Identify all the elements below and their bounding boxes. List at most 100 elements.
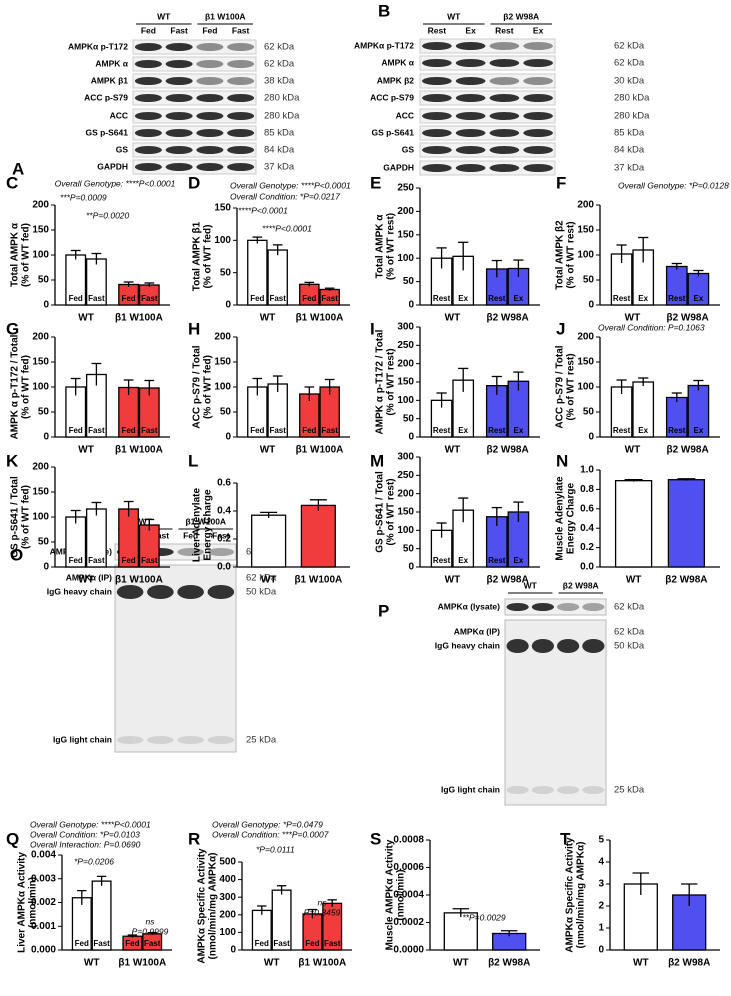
y-tick-label: 50 (583, 407, 595, 418)
panel-letter: P (378, 601, 389, 620)
blot-band (227, 112, 255, 120)
group-label: WT (445, 313, 461, 324)
group-label: WT (78, 313, 94, 324)
y-axis-label: GS p-S641 / Total (10, 476, 21, 558)
y-tick-label: 100 (577, 382, 594, 393)
blot-strip (419, 90, 556, 106)
bar-label: Fed (121, 556, 135, 565)
blot-band (489, 164, 520, 172)
bar-label: Ex (638, 294, 648, 303)
blot-size: 25 kDa (246, 735, 277, 746)
blot-row-label: AMPK β2 (377, 75, 415, 85)
panel-letter: S (370, 829, 381, 848)
bar-label: Fed (69, 556, 83, 565)
y-tick-label: 0.0 (217, 562, 231, 573)
blot-band (227, 77, 255, 85)
y-tick-label: 200 (577, 332, 594, 343)
blot-size: 30 kDa (614, 76, 645, 87)
bar-label: Ex (458, 426, 468, 435)
blot-band (523, 129, 553, 137)
blot-band (196, 146, 224, 154)
blot-band (227, 146, 255, 154)
blot-size: 280 kDa (264, 111, 300, 122)
y-axis-label: AMPK α p-T172 / Total (10, 334, 21, 439)
bar-label: Fast (269, 426, 286, 435)
y-tick-label: 200 (32, 200, 49, 211)
blot-band (196, 60, 224, 68)
y-axis-label: Total AMPK α (10, 222, 21, 287)
bar (614, 480, 653, 568)
blot-band (165, 146, 193, 154)
blot-strip (419, 108, 556, 124)
y-tick-label: 0 (43, 432, 49, 443)
annotation: Overall Genotype: ****P<0.0001 (30, 819, 151, 829)
y-axis-label: (% of WT fed) (203, 355, 214, 419)
group-label: WT (264, 958, 280, 969)
blot-group: WT (447, 11, 461, 21)
y-axis-label: (nmol/min/mg AMPKα) (576, 842, 587, 949)
y-tick-label: 0.003 (31, 873, 56, 884)
blot-band (489, 77, 520, 85)
annotation: Overall Genotype: *P=0.0128 (618, 180, 729, 190)
blot-size: 37 kDa (614, 163, 645, 174)
blot-band (177, 585, 204, 599)
y-tick-label: 0.2 (217, 534, 231, 545)
group-label: WT (633, 958, 649, 969)
y-axis-label: GS p-S641 / Total (375, 471, 386, 553)
bar-label: Fast (93, 939, 110, 948)
blot-group: WT (139, 516, 153, 526)
y-tick-label: 300 (397, 322, 414, 333)
blot-strip (132, 142, 257, 158)
blot-row-label: GS p-S641 (85, 127, 128, 137)
lane-label: Rest (495, 25, 514, 35)
y-tick-label: 150 (32, 225, 49, 236)
annotation: Overall Condition: P=0.1063 (598, 322, 705, 332)
blot-band (489, 42, 520, 50)
y-tick-label: 250 (397, 340, 414, 351)
bar-label: Fed (255, 939, 269, 948)
annotation: P=0.9999 (132, 926, 169, 936)
y-axis-label: AMPKα Specific Activity (197, 848, 208, 964)
blot-band (506, 786, 529, 794)
group-label: WT (626, 575, 642, 586)
group-label: β2 W98A (666, 445, 708, 456)
group-label: WT (445, 445, 461, 456)
blot-size: 84 kDa (614, 145, 645, 156)
bar-label: Fast (269, 294, 286, 303)
blot-strip (419, 38, 556, 54)
panel-letter: I (370, 319, 375, 338)
bar-label: Fast (273, 939, 290, 948)
bar-label: Rest (433, 556, 451, 565)
group-label: β1 W100A (296, 313, 344, 324)
y-tick-label: 100 (397, 525, 414, 536)
y-tick-label: 100 (397, 395, 414, 406)
panel-letter: O (10, 545, 23, 564)
blot-band (147, 585, 174, 599)
y-tick-label: 0.0006 (393, 862, 424, 873)
y-tick-label: 0 (408, 562, 414, 573)
y-axis-label: (% of WT fed) (203, 225, 214, 289)
panel-letter: G (6, 319, 19, 338)
blot-row-label: ACC p-S79 (84, 92, 128, 102)
y-tick-label: 0.4 (580, 523, 594, 534)
blot-band (116, 585, 144, 599)
blot-band (557, 786, 580, 794)
y-tick-label: 0.2 (580, 542, 594, 553)
blot-size: 62 kDa (614, 627, 645, 638)
blot-band (165, 60, 193, 68)
y-tick-label: 200 (214, 332, 231, 343)
y-tick-label: 0.0000 (393, 945, 424, 956)
bar-label: Rest (433, 294, 451, 303)
blot-band (134, 77, 162, 85)
blot-band (165, 129, 193, 137)
y-axis-label: (% of WT rest) (386, 478, 397, 545)
y-tick-label: 0 (408, 432, 414, 443)
bar-label: Fast (141, 556, 158, 565)
blot-size: 280 kDa (614, 93, 650, 104)
y-axis-label: (% of WT fed) (21, 223, 32, 287)
bar-label: Fast (141, 426, 158, 435)
blot-band (134, 146, 162, 154)
y-tick-label: 0 (43, 562, 49, 573)
y-tick-label: 200 (397, 488, 414, 499)
y-axis-label: AMPK α p-T172 / Total (375, 329, 386, 434)
